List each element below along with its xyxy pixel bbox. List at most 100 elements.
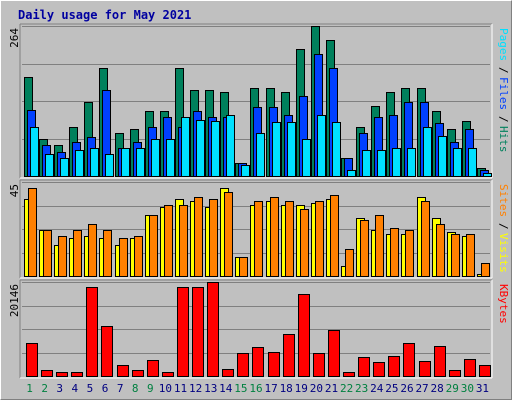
- bar-sites-day-27: [421, 201, 430, 277]
- day-label: 20: [310, 382, 323, 395]
- bar-sites-day-29: [451, 234, 460, 277]
- legend-label-pages: Pages: [497, 28, 510, 61]
- bar-pages-day-3: [60, 158, 69, 177]
- bar-kbytes-day-4: [71, 372, 83, 377]
- bar-pages-day-17: [272, 122, 281, 177]
- day-label: 24: [370, 382, 384, 395]
- bar-kbytes-day-8: [132, 370, 144, 377]
- y-max-label: 264: [8, 28, 21, 48]
- bar-pages-day-19: [302, 139, 311, 177]
- legend-label-hits: Hits: [497, 126, 510, 153]
- bar-pages-day-12: [196, 120, 205, 177]
- day-label: 17: [264, 382, 277, 395]
- day-label: 25: [385, 382, 398, 395]
- bar-sites-day-12: [194, 197, 203, 277]
- y-max-label: 20146: [8, 284, 21, 317]
- bar-sites-day-8: [134, 236, 143, 277]
- day-label: 7: [117, 382, 124, 395]
- bar-pages-day-10: [166, 139, 175, 177]
- bar-kbytes-day-29: [449, 370, 461, 377]
- day-label: 4: [72, 382, 79, 395]
- bar-kbytes-day-30: [464, 359, 476, 377]
- bar-sites-day-5: [88, 224, 97, 277]
- bar-kbytes-day-13: [207, 282, 219, 377]
- bar-pages-day-30: [468, 148, 477, 177]
- bar-kbytes-day-14: [222, 369, 234, 377]
- bar-sites-day-7: [119, 238, 128, 277]
- day-label: 1: [26, 382, 33, 395]
- day-label: 18: [280, 382, 293, 395]
- day-label: 30: [461, 382, 474, 395]
- bar-pages-day-22: [347, 170, 356, 177]
- bar-sites-day-30: [466, 234, 475, 277]
- day-label: 21: [325, 382, 338, 395]
- legend-separator: /: [497, 223, 510, 230]
- bar-pages-day-7: [121, 148, 130, 177]
- bar-sites-day-14: [224, 192, 233, 277]
- bar-kbytes-day-23: [358, 357, 370, 377]
- bar-kbytes-day-31: [479, 365, 491, 377]
- bar-pages-day-1: [30, 127, 39, 177]
- bar-pages-day-11: [181, 117, 190, 177]
- bar-sites-day-28: [436, 224, 445, 277]
- day-label: 22: [340, 382, 353, 395]
- bar-pages-day-28: [438, 136, 447, 177]
- legend-label-kbytes: KBytes: [497, 284, 510, 324]
- bar-pages-day-14: [226, 115, 235, 177]
- bar-pages-day-4: [75, 150, 84, 177]
- bar-kbytes-day-1: [26, 343, 38, 377]
- bar-kbytes-day-2: [41, 370, 53, 377]
- bar-kbytes-day-3: [56, 372, 68, 377]
- chart-title: Daily usage for May 2021: [18, 8, 192, 22]
- day-label: 23: [355, 382, 368, 395]
- bar-kbytes-day-24: [373, 362, 385, 377]
- bar-sites-day-11: [179, 205, 188, 277]
- bar-pages-day-21: [332, 122, 341, 177]
- bar-sites-day-1: [28, 188, 37, 277]
- day-label: 6: [102, 382, 109, 395]
- bar-kbytes-day-5: [86, 287, 98, 377]
- bar-sites-day-25: [390, 228, 399, 277]
- bar-sites-day-24: [375, 215, 384, 277]
- day-label: 26: [400, 382, 413, 395]
- bar-kbytes-day-25: [388, 356, 400, 377]
- bar-kbytes-day-12: [192, 287, 204, 377]
- day-label: 8: [132, 382, 139, 395]
- bar-pages-day-20: [317, 115, 326, 177]
- bar-pages-day-9: [151, 139, 160, 177]
- bar-kbytes-day-10: [162, 372, 174, 377]
- bar-kbytes-day-9: [147, 360, 159, 377]
- day-label: 28: [431, 382, 444, 395]
- bar-pages-day-25: [392, 148, 401, 177]
- day-label: 31: [476, 382, 489, 395]
- bar-kbytes-day-28: [434, 346, 446, 377]
- day-label: 11: [174, 382, 187, 395]
- day-label: 12: [189, 382, 202, 395]
- bar-pages-day-6: [105, 154, 114, 177]
- bar-sites-day-31: [481, 263, 490, 277]
- bar-pages-day-16: [256, 133, 265, 177]
- bar-pages-day-18: [287, 122, 296, 177]
- day-label: 9: [147, 382, 154, 395]
- bar-sites-day-2: [43, 230, 52, 277]
- bar-pages-day-29: [453, 148, 462, 177]
- bar-kbytes-day-20: [313, 353, 325, 377]
- day-label: 29: [446, 382, 459, 395]
- bar-kbytes-day-19: [298, 294, 310, 377]
- bar-kbytes-day-6: [101, 326, 113, 377]
- bar-kbytes-day-27: [419, 361, 431, 377]
- bar-pages-day-15: [241, 165, 250, 177]
- bar-pages-day-23: [362, 150, 371, 177]
- bar-pages-day-26: [407, 148, 416, 177]
- legend-label-sites: Sites: [497, 184, 510, 217]
- bar-sites-day-16: [254, 201, 263, 277]
- bar-sites-day-26: [405, 230, 414, 277]
- y-max-label: 45: [8, 184, 21, 197]
- legend-separator: /: [497, 116, 510, 123]
- bar-pages-day-13: [211, 121, 220, 177]
- bar-sites-day-15: [239, 257, 248, 277]
- bar-kbytes-day-18: [283, 334, 295, 377]
- day-label: 5: [87, 382, 94, 395]
- legend-separator: /: [497, 67, 510, 74]
